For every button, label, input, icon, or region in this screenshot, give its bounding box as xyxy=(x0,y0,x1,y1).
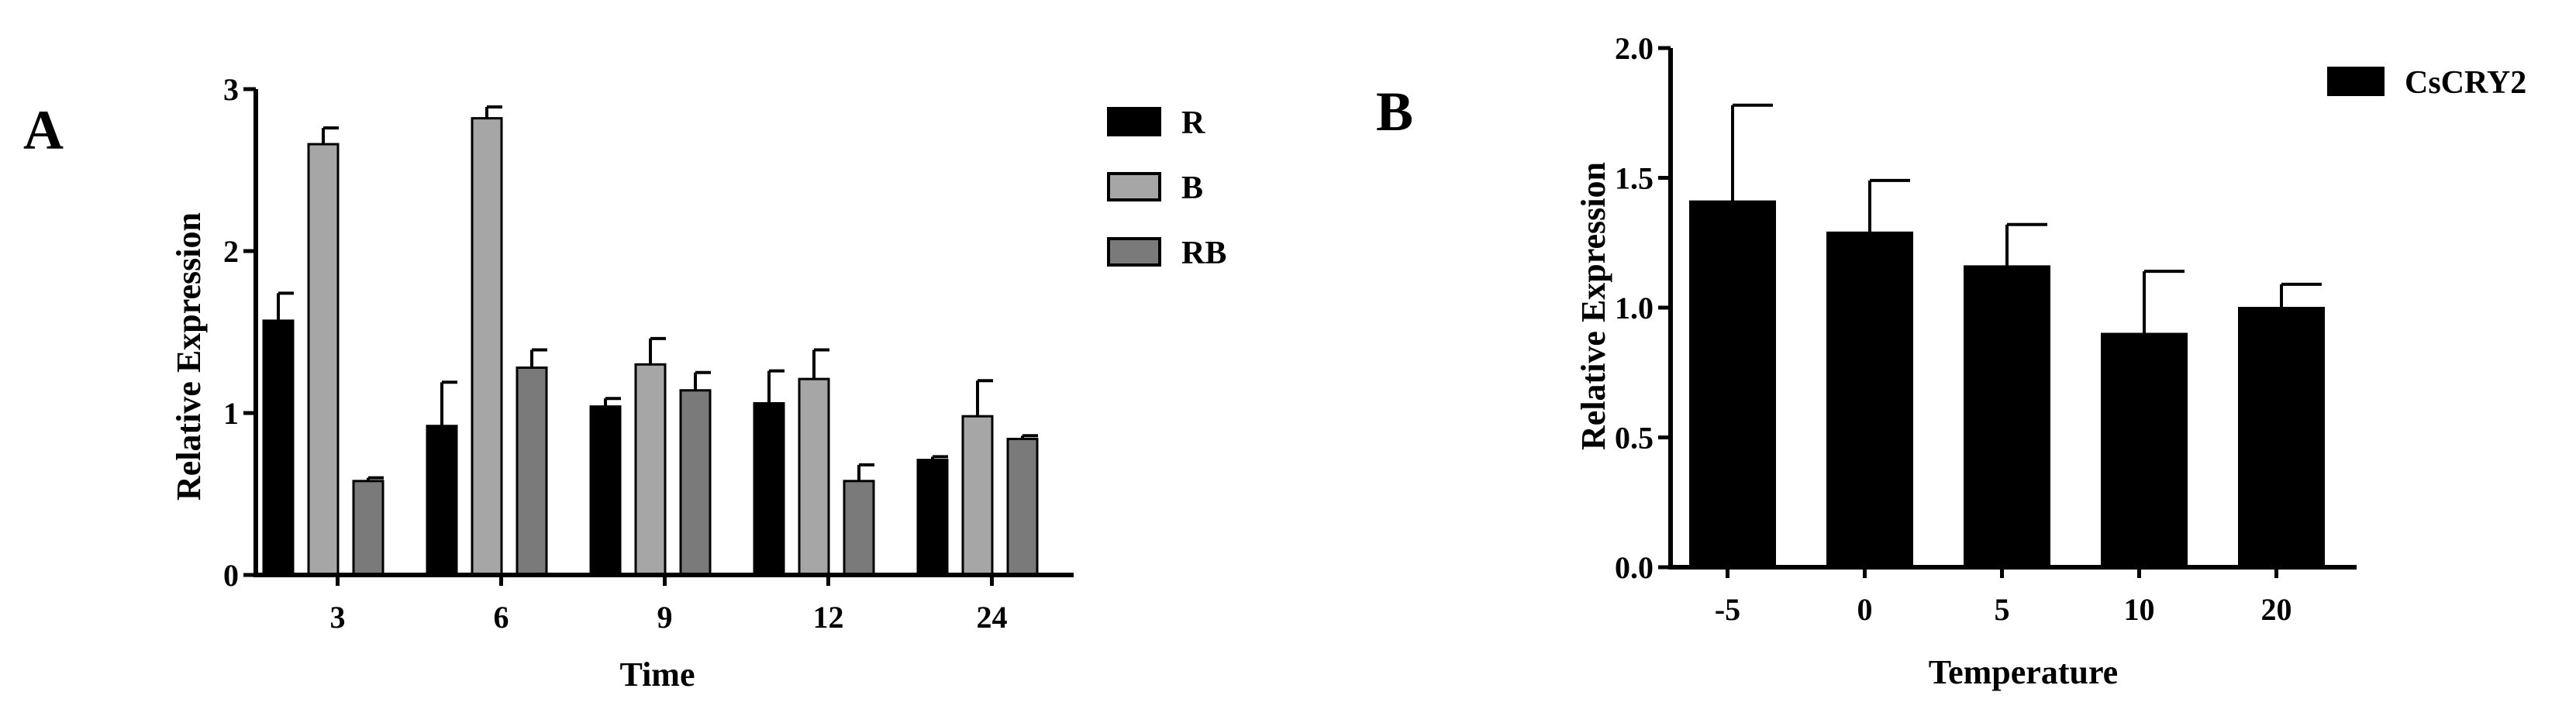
bar xyxy=(1964,265,2050,568)
bar xyxy=(753,401,785,577)
legend-label: R xyxy=(1181,105,1205,141)
bar xyxy=(516,366,548,577)
bar xyxy=(589,405,622,577)
legend-swatch xyxy=(1107,107,1161,136)
panel-b-legend: CsCRY2 xyxy=(2327,65,2526,101)
x-tick-label: 3 xyxy=(330,600,346,635)
y-tick-label: 1 xyxy=(223,396,239,431)
y-tick-label: 3 xyxy=(223,72,239,107)
bar xyxy=(916,459,949,577)
y-tick-label: 0 xyxy=(223,558,239,593)
panel-a-y-axis-title: Relative Expression xyxy=(170,212,208,501)
panel-a-legend: RB RB xyxy=(1107,105,1226,271)
panel-b-letter: B xyxy=(1376,81,1413,143)
legend-label: RB xyxy=(1181,236,1226,271)
legend-swatch xyxy=(1107,172,1161,201)
x-tick-label: 0 xyxy=(1857,592,1873,627)
y-tick-label: 0.0 xyxy=(1615,550,1654,585)
bar xyxy=(843,480,875,577)
legend-label: B xyxy=(1181,170,1203,206)
legend-label: CsCRY2 xyxy=(2405,65,2526,101)
bar xyxy=(961,415,994,577)
panel-a-letter: A xyxy=(23,99,64,161)
bar xyxy=(262,319,295,577)
bar xyxy=(634,363,667,577)
bar xyxy=(1826,231,1913,568)
bar xyxy=(2238,307,2325,568)
bar xyxy=(471,117,503,577)
y-tick-label: 1.5 xyxy=(1615,161,1654,196)
panel-b-y-axis-title: Relative Expression xyxy=(1574,162,1612,450)
bar xyxy=(2101,332,2188,568)
x-tick-label: 9 xyxy=(657,600,673,635)
x-tick-label: 24 xyxy=(977,600,1008,635)
panel-a-x-axis-title: Time xyxy=(620,656,695,694)
bar xyxy=(679,389,712,577)
bar xyxy=(307,143,340,577)
y-tick-label: 2.0 xyxy=(1615,31,1654,66)
bar xyxy=(352,480,385,577)
bar xyxy=(426,425,458,577)
panel-b-plot-area: 0.0 0.5 1.0 1.5 2.0 -5 0 5 10 20 xyxy=(1615,31,2357,627)
bar xyxy=(798,377,830,577)
y-tick-label: 1.0 xyxy=(1615,291,1654,325)
panel-b-x-axis-title: Temperature xyxy=(1929,653,2118,691)
bar xyxy=(1689,200,1776,568)
y-tick-label: 2 xyxy=(223,234,239,269)
panel-b: B Relative Expression Temperature 0.0 0.5… xyxy=(1376,31,2526,691)
bar xyxy=(1006,437,1039,577)
x-tick-label: 6 xyxy=(494,600,509,635)
x-tick-label: 12 xyxy=(813,600,844,635)
legend-swatch xyxy=(2327,67,2385,96)
x-tick-label: 20 xyxy=(2261,592,2292,627)
x-tick-label: 5 xyxy=(1995,592,2010,627)
legend-swatch xyxy=(1107,237,1161,267)
x-tick-label: 10 xyxy=(2124,592,2155,627)
y-tick-label: 0.5 xyxy=(1615,421,1654,456)
x-tick-label: -5 xyxy=(1715,592,1740,627)
